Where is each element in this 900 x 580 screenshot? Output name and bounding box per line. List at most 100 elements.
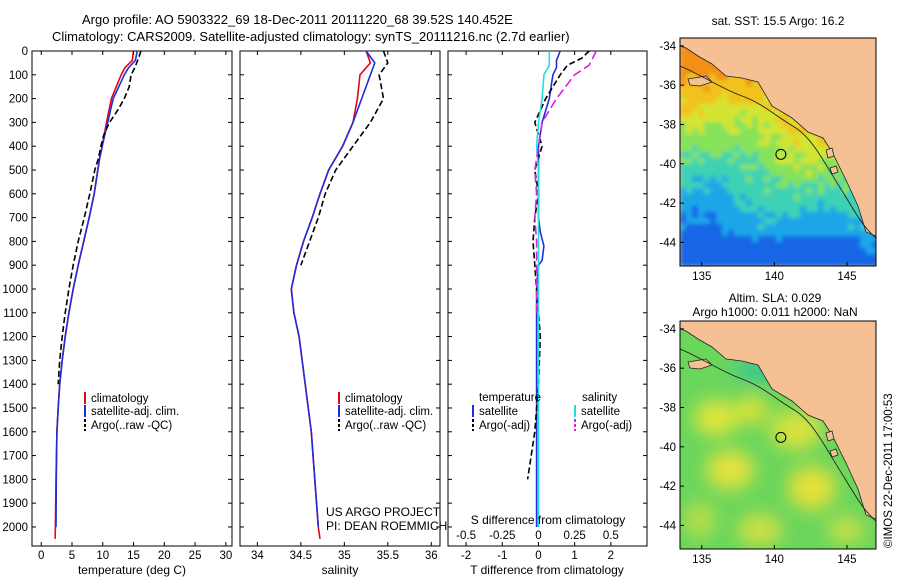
- lon-tick-label: 135: [692, 271, 711, 283]
- sla-map-frame: [679, 320, 877, 550]
- sst-map: [680, 38, 876, 266]
- series-line: [290, 50, 376, 528]
- series-line: [55, 50, 138, 528]
- depth-tick-label: 1100: [3, 308, 28, 320]
- x-tick-label: -1: [497, 550, 507, 562]
- sst-map-frame: [679, 37, 877, 267]
- series-line: [526, 50, 590, 480]
- x-tick-label: 30: [219, 550, 232, 562]
- x-tick-label: 25: [189, 550, 202, 562]
- depth-tick-label: 1000: [2, 284, 28, 296]
- lat-tick-label: -40: [659, 442, 676, 454]
- legend-satellite-adj: satellite-adj. clim.: [345, 406, 433, 418]
- temperature-lines: [54, 50, 142, 539]
- difference-lines: [526, 50, 598, 527]
- salinity-diff-ticks: -0.5 -0.25 0 0.25 0.5: [456, 530, 619, 542]
- salinity-x-ticks: 34 34.5 35 35.5 36: [251, 51, 438, 562]
- lon-tick-label: 145: [837, 554, 856, 566]
- legend-climatology: climatology: [91, 393, 149, 405]
- argo-location-marker-sla: [775, 431, 787, 443]
- lon-tick-label: 140: [765, 271, 784, 283]
- x-tick-label: -2: [461, 550, 471, 562]
- sst-map-axes: 135 140 145 -34 -36 -38 -40 -42 -44: [659, 41, 856, 283]
- lat-tick-label: -34: [659, 41, 676, 53]
- depth-tick-label: 1200: [2, 332, 28, 344]
- depth-tick-label: 1800: [2, 474, 28, 486]
- s-diff-tick-label: 0.25: [563, 530, 585, 542]
- salinity-panel-frame: [239, 50, 441, 547]
- depth-tick-label: 100: [9, 70, 28, 82]
- x-tick-label: 2: [608, 550, 614, 562]
- x-tick-label: 35.5: [377, 550, 399, 562]
- lat-tick-label: -38: [659, 119, 676, 131]
- temperature-x-label: temperature (deg C): [78, 563, 186, 577]
- lon-tick-label: 145: [837, 271, 856, 283]
- lat-tick-label: -36: [659, 80, 676, 92]
- imos-timestamp: ©IMOS 22-Dec-2011 17:00:53: [883, 393, 895, 548]
- depth-tick-label: 300: [9, 117, 28, 129]
- difference-panel-frame: [447, 50, 648, 547]
- x-tick-label: 0: [535, 550, 541, 562]
- depth-tick-label: 700: [9, 213, 28, 225]
- series-line: [535, 51, 551, 527]
- s-diff-tick-label: -0.25: [489, 530, 515, 542]
- temperature-panel-frame: [31, 50, 233, 547]
- project-credit: US ARGO PROJECT: [326, 505, 441, 519]
- legend-climatology: climatology: [345, 393, 403, 405]
- x-tick-label: 0: [38, 550, 44, 562]
- pi-credit: PI: DEAN ROEMMICH: [326, 519, 447, 533]
- series-line: [535, 50, 561, 527]
- legend-argo: Argo(..raw -QC): [345, 420, 426, 432]
- sla-map-title-1: Altim. SLA: 0.029: [729, 291, 822, 305]
- x-tick-label: 34.5: [290, 550, 312, 562]
- depth-tick-label: 200: [9, 94, 28, 106]
- header-line1: Argo profile: AO 5903322_69 18-Dec-2011 …: [82, 12, 513, 27]
- series-line: [533, 50, 598, 313]
- legend-argo: Argo(..raw -QC): [91, 420, 172, 432]
- depth-tick-label: 0: [22, 46, 28, 58]
- lat-tick-label: -42: [659, 198, 676, 210]
- legend-temperature-satellite: satellite: [479, 406, 518, 418]
- depth-tick-label: 1500: [2, 403, 28, 415]
- sst-map-title: sat. SST: 15.5 Argo: 16.2: [712, 14, 845, 28]
- difference-legend: temperature satellite Argo(-adj) salinit…: [472, 392, 632, 432]
- lat-tick-label: -36: [659, 363, 676, 375]
- legend-salinity-title: salinity: [582, 392, 617, 404]
- temperature-legend: climatology satellite-adj. clim. Argo(..…: [84, 392, 179, 432]
- x-tick-label: 1: [571, 550, 577, 562]
- legend-temperature-argo: Argo(-adj): [479, 420, 530, 432]
- temperature-x-ticks: 0 5 10 15 20 25 30: [38, 51, 232, 562]
- x-tick-label: 34: [251, 550, 264, 562]
- depth-tick-label: 1400: [2, 379, 28, 391]
- header-line2: Climatology: CARS2009. Satellite-adjuste…: [52, 29, 570, 44]
- lat-tick-label: -38: [659, 402, 676, 414]
- sla-map-axes: 135 140 145 -34 -36 -38 -40 -42 -44: [659, 324, 856, 566]
- series-line: [54, 50, 135, 539]
- series-line: [300, 50, 389, 266]
- x-tick-label: 20: [158, 550, 171, 562]
- salinity-x-label: salinity: [322, 563, 359, 577]
- legend-temperature-title: temperature: [479, 392, 541, 404]
- legend-salinity-satellite: satellite: [581, 406, 620, 418]
- sla-map-title-2: Argo h1000: 0.011 h2000: NaN: [692, 305, 857, 319]
- x-tick-label: 15: [127, 550, 140, 562]
- x-tick-label: 5: [69, 550, 75, 562]
- lat-tick-label: -44: [659, 520, 676, 532]
- depth-tick-label: 800: [9, 236, 28, 248]
- lon-tick-label: 135: [692, 554, 711, 566]
- t-difference-x-label: T difference from climatology: [470, 563, 624, 577]
- legend-satellite-adj: satellite-adj. clim.: [91, 406, 179, 418]
- sla-map: [680, 321, 876, 549]
- depth-tick-label: 400: [9, 141, 28, 153]
- depth-tick-label: 900: [9, 260, 28, 272]
- depth-tick-label: 1900: [2, 498, 28, 510]
- salinity-legend: climatology satellite-adj. clim. Argo(..…: [338, 392, 433, 432]
- lat-tick-label: -34: [659, 324, 676, 336]
- s-diff-tick-label: -0.5: [456, 530, 476, 542]
- depth-tick-label: 600: [9, 189, 28, 201]
- lat-tick-label: -42: [659, 481, 676, 493]
- depth-tick-label: 500: [9, 165, 28, 177]
- depth-tick-label: 2000: [2, 522, 28, 534]
- difference-x-ticks: -2 -1 0 1 2: [461, 51, 614, 562]
